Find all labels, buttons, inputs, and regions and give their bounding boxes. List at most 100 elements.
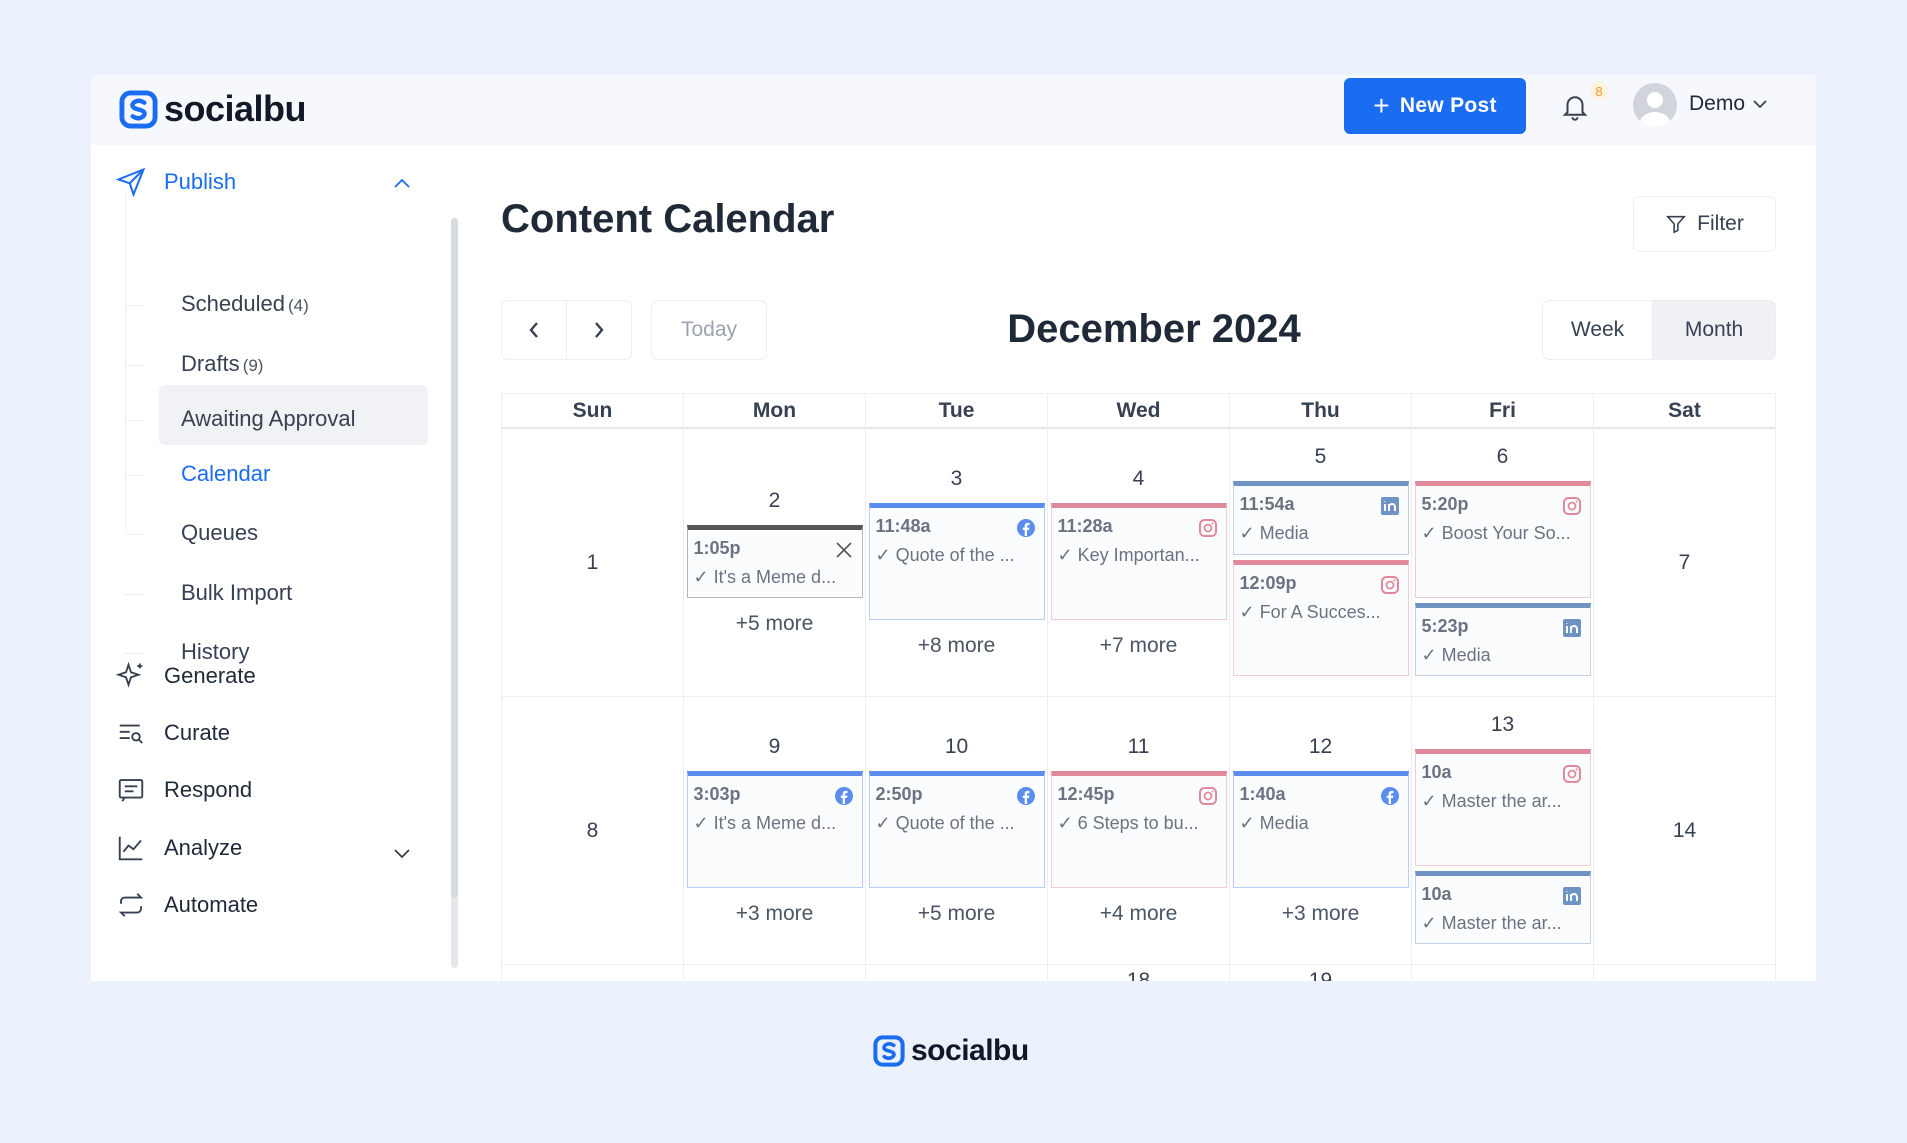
sidebar-item-label: Analyze (164, 835, 243, 860)
event-card[interactable]: 12:45p ✓ 6 Steps to bu... (1050, 771, 1227, 888)
day-cell[interactable] (866, 965, 1048, 981)
sidebar-item-label: Respond (164, 777, 253, 802)
day-cell[interactable]: 5 11:54a ✓ Media 12:09p ✓ For A Succes... (1230, 429, 1412, 697)
event-card[interactable]: 5:23p ✓ Media (1414, 602, 1591, 676)
day-cell[interactable]: 3 11:48a ✓ Quote of the ... +8 more (866, 429, 1048, 697)
brand-logo[interactable]: socialbu (119, 88, 307, 130)
event-time: 11:48a (875, 516, 931, 536)
day-cell[interactable] (684, 965, 866, 981)
event-card[interactable]: 11:28a ✓ Key Importan... (1050, 503, 1227, 620)
sidebar-item-label: Awaiting Approval (181, 406, 356, 431)
sidebar-item-awaiting-approval[interactable]: Awaiting Approval (125, 406, 356, 432)
sidebar-item-drafts[interactable]: Drafts (9) (125, 351, 263, 377)
sidebar: Publish Scheduled (4) Drafts (9) Awaiting Ap… (91, 145, 461, 981)
sidebar-item-bulk-import[interactable]: Bulk Import (125, 580, 292, 606)
more-events-link[interactable]: +5 more (917, 902, 996, 925)
sidebar-item-curate[interactable]: Curate (116, 718, 230, 748)
tree-branch (125, 420, 145, 421)
event-card[interactable]: 1:05p ✓ It's a Meme d... (686, 525, 863, 598)
day-cell[interactable] (1412, 965, 1594, 981)
prev-month-button[interactable] (502, 301, 567, 359)
sidebar-item-calendar[interactable]: Calendar (125, 461, 270, 487)
top-bar: socialbu + New Post 8 Demo (91, 75, 1816, 145)
bell-icon[interactable] (1560, 90, 1590, 122)
day-number: 5 (1314, 444, 1327, 468)
chevron-down-icon[interactable] (391, 842, 413, 864)
next-month-button[interactable] (567, 301, 632, 359)
sidebar-item-count: (4) (287, 296, 309, 315)
week-view-button[interactable]: Week (1543, 301, 1654, 359)
day-cell[interactable]: 19 (1230, 965, 1412, 981)
event-title-text: It's a Meme d... (713, 813, 837, 833)
event-card[interactable]: 10a ✓ Master the ar... (1414, 870, 1591, 944)
day-cell[interactable] (502, 965, 684, 981)
more-events-link[interactable]: +8 more (917, 634, 996, 657)
linkedin-icon (1380, 496, 1399, 515)
sidebar-item-generate[interactable]: Generate (116, 661, 256, 691)
more-events-link[interactable]: +3 more (735, 902, 814, 925)
event-title: ✓ It's a Meme d... (694, 813, 856, 834)
event-card[interactable]: 10a ✓ Master the ar... (1414, 748, 1591, 866)
instagram-icon (1562, 764, 1581, 783)
sidebar-item-scheduled[interactable]: Scheduled (4) (125, 291, 309, 317)
event-card[interactable]: 12:09p ✓ For A Succes... (1232, 559, 1409, 676)
event-card[interactable]: 11:54a ✓ Media (1232, 480, 1409, 555)
page-title: Content Calendar (501, 197, 835, 241)
sidebar-item-respond[interactable]: Respond (116, 775, 252, 805)
sidebar-item-automate[interactable]: Automate (116, 890, 258, 920)
day-cell[interactable]: 8 (502, 697, 684, 965)
day-cell[interactable]: 11 12:45p ✓ 6 Steps to bu... +4 more (1048, 697, 1230, 965)
nav-button-group (501, 300, 632, 360)
more-events-link[interactable]: +4 more (1099, 902, 1178, 925)
more-events-link[interactable]: +7 more (1099, 634, 1178, 657)
day-cell[interactable]: 4 11:28a ✓ Key Importan... +7 more (1048, 429, 1230, 697)
event-card[interactable]: 2:50p ✓ Quote of the ... (868, 771, 1045, 888)
event-title-text: Key Importan... (1077, 545, 1200, 565)
weekday-header: Sun (502, 393, 684, 429)
day-cell[interactable]: 1 (502, 429, 684, 697)
filter-icon (1666, 215, 1687, 234)
tree-branch (125, 475, 145, 476)
more-events-link[interactable]: +3 more (1281, 902, 1360, 925)
day-cell[interactable]: 14 (1594, 697, 1776, 965)
event-title: ✓ Master the ar... (1422, 913, 1584, 934)
sidebar-item-analyze[interactable]: Analyze (116, 833, 242, 863)
day-cell[interactable]: 12 1:40a ✓ Media +3 more (1230, 697, 1412, 965)
new-post-button[interactable]: + New Post (1344, 78, 1526, 134)
event-title: ✓ 6 Steps to bu... (1058, 813, 1220, 834)
weekday-header: Wed (1048, 393, 1230, 429)
event-time: 5:23p (1421, 615, 1469, 636)
sidebar-scrollbar[interactable] (451, 218, 458, 968)
day-cell[interactable]: 7 (1594, 429, 1776, 697)
event-card[interactable]: 5:20p ✓ Boost Your So... (1414, 480, 1591, 598)
avatar[interactable] (1633, 83, 1677, 127)
event-card[interactable]: 1:40a ✓ Media (1232, 771, 1409, 888)
more-events-link[interactable]: +5 more (735, 612, 814, 635)
day-cell[interactable] (1594, 965, 1776, 981)
day-cell[interactable]: 9 3:03p ✓ It's a Meme d... +3 more (684, 697, 866, 965)
event-title: ✓ Media (1240, 523, 1402, 544)
sidebar-item-publish[interactable]: Publish (116, 167, 236, 197)
check-icon: ✓ (1421, 522, 1442, 543)
day-number: 11 (1127, 735, 1150, 758)
sidebar-item-history[interactable]: History (125, 639, 249, 665)
chevron-up-icon[interactable] (391, 172, 413, 194)
event-card[interactable]: 3:03p ✓ It's a Meme d... (686, 771, 863, 888)
filter-button[interactable]: Filter (1633, 196, 1776, 252)
check-icon: ✓ (1421, 790, 1442, 811)
today-button[interactable]: Today (651, 300, 767, 360)
sidebar-item-queues[interactable]: Queues (125, 520, 258, 546)
event-card[interactable]: 11:48a ✓ Quote of the ... (868, 503, 1045, 620)
weekday-header: Tue (866, 393, 1048, 429)
sidebar-item-label: Generate (164, 663, 256, 688)
month-view-button[interactable]: Month (1653, 301, 1775, 359)
day-cell[interactable]: 13 10a ✓ Master the ar... 10a ✓ Master the a… (1412, 697, 1594, 965)
event-title-text: Master the ar... (1441, 790, 1562, 811)
day-cell[interactable]: 10 2:50p ✓ Quote of the ... +5 more (866, 697, 1048, 965)
day-cell[interactable]: 18 (1048, 965, 1230, 981)
day-cell[interactable]: 6 5:20p ✓ Boost Your So... 5:23p ✓ Media (1412, 429, 1594, 697)
user-menu[interactable]: Demo (1689, 92, 1767, 116)
check-icon: ✓ (1057, 545, 1078, 565)
day-number: 2 (768, 489, 781, 512)
day-cell[interactable]: 2 1:05p ✓ It's a Meme d... +5 more (684, 429, 866, 697)
